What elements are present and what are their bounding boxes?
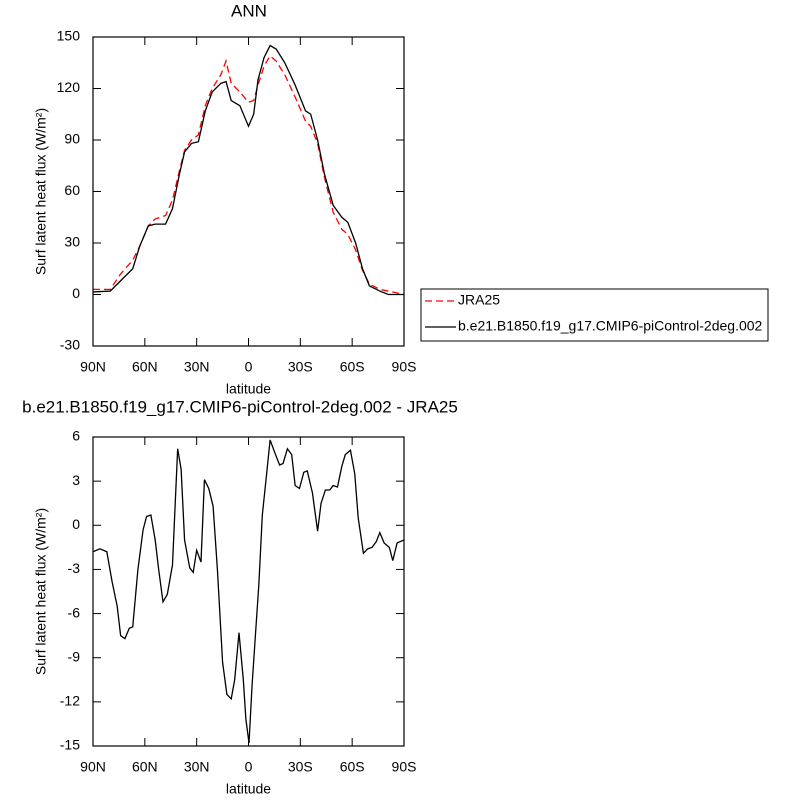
y-tick-label: -9 — [68, 648, 81, 664]
x-axis-label: latitude — [226, 381, 271, 397]
x-tick-label: 90S — [392, 759, 417, 775]
y-tick-label: 60 — [64, 182, 80, 198]
y-axis-label: Surf latent heat flux (W/m²) — [33, 508, 49, 675]
y-tick-label: -6 — [68, 604, 81, 620]
y-tick-label: 3 — [72, 472, 80, 488]
x-tick-label: 90N — [80, 759, 106, 775]
y-tick-label: 0 — [72, 516, 80, 532]
y-axis-label: Surf latent heat flux (W/m²) — [33, 108, 49, 275]
data-line — [92, 439, 405, 744]
x-tick-label: 90N — [80, 359, 106, 375]
plot-frame — [92, 36, 405, 347]
plot-frame — [92, 436, 405, 747]
x-tick-label: 60S — [340, 759, 365, 775]
y-tick-label: 30 — [64, 234, 80, 250]
x-tick-label: 30S — [288, 759, 313, 775]
y-tick-label: 6 — [72, 428, 80, 444]
x-tick-label: 60N — [132, 359, 158, 375]
chart-title: ANN — [231, 1, 267, 20]
y-tick-label: 150 — [57, 28, 81, 44]
chart-title: b.e21.B1850.f19_g17.CMIP6-piControl-2deg… — [22, 397, 458, 416]
x-tick-label: 30S — [288, 359, 313, 375]
x-tick-label: 0 — [245, 359, 253, 375]
legend-label: JRA25 — [458, 292, 500, 308]
x-tick-label: 60N — [132, 759, 158, 775]
x-tick-label: 60S — [340, 359, 365, 375]
legend-box — [420, 288, 769, 342]
y-tick-label: 120 — [57, 79, 81, 95]
y-tick-label: 90 — [64, 131, 80, 147]
y-tick-label: -12 — [60, 693, 80, 709]
legend-label: b.e21.B1850.f19_g17.CMIP6-piControl-2deg… — [458, 318, 763, 334]
y-tick-label: 0 — [72, 285, 80, 301]
y-tick-label: -3 — [68, 560, 81, 576]
x-tick-label: 30N — [184, 759, 210, 775]
y-tick-label: -30 — [60, 337, 80, 353]
x-tick-label: 0 — [245, 759, 253, 775]
data-line — [92, 44, 404, 296]
data-line — [93, 54, 405, 296]
x-axis-label: latitude — [226, 781, 271, 797]
x-tick-label: 30N — [184, 359, 210, 375]
x-tick-label: 90S — [392, 359, 417, 375]
y-tick-label: -15 — [60, 737, 80, 753]
